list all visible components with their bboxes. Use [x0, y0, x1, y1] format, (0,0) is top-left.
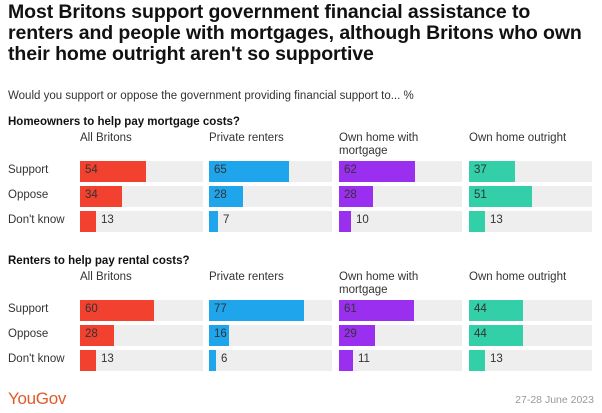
data-label: 6: [221, 353, 228, 365]
data-label: 13: [490, 353, 503, 365]
bar-track: 6: [209, 350, 332, 371]
yougov-logo: YouGov: [8, 389, 67, 408]
column-header: Own home with mortgage: [339, 132, 419, 157]
chart-title: Most Britons support government financia…: [8, 1, 582, 65]
data-label: 13: [101, 353, 114, 365]
bar: [339, 300, 414, 321]
data-label: 44: [474, 303, 487, 315]
row-label: Oppose: [8, 328, 49, 340]
bar: [209, 186, 243, 207]
bar: [209, 325, 229, 346]
bar-track: 44: [469, 300, 592, 321]
bar-track: 28: [80, 325, 203, 346]
bar-track: 44: [469, 325, 592, 346]
bar: [469, 161, 515, 182]
bar: [469, 211, 485, 232]
data-label: 51: [474, 189, 487, 201]
bar-track: 13: [469, 350, 592, 371]
bar: [339, 211, 351, 232]
bar-track: 11: [339, 350, 462, 371]
bar-track: 28: [339, 186, 462, 207]
column-header: Own home with mortgage: [339, 271, 419, 296]
data-label: 11: [358, 353, 370, 365]
data-label: 77: [214, 303, 227, 315]
bar: [80, 350, 96, 371]
column-header: Own home outright: [469, 132, 567, 144]
data-label: 61: [344, 303, 357, 315]
data-label: 37: [474, 164, 487, 176]
bar-track: 37: [469, 161, 592, 182]
bar-track: 77: [209, 300, 332, 321]
data-label: 60: [85, 303, 98, 315]
bar: [209, 300, 304, 321]
bar: [339, 350, 353, 371]
row-label: Don't know: [8, 214, 65, 226]
survey-date: 27-28 June 2023: [515, 394, 594, 406]
bar-track: 34: [80, 186, 203, 207]
chart-subtitle: Would you support or oppose the governme…: [8, 90, 414, 102]
bar: [469, 325, 523, 346]
row-label: Don't know: [8, 353, 65, 365]
bar-track: 51: [469, 186, 592, 207]
bar-track: 54: [80, 161, 203, 182]
data-label: 13: [490, 214, 503, 226]
data-label: 28: [85, 328, 98, 340]
column-header: All Britons: [80, 132, 132, 144]
bar-track: 13: [80, 211, 203, 232]
bar-track: 61: [339, 300, 462, 321]
bar: [469, 350, 485, 371]
data-label: 62: [344, 164, 357, 176]
bar: [469, 186, 532, 207]
bar: [339, 325, 375, 346]
row-label: Support: [8, 164, 49, 176]
bar: [339, 161, 415, 182]
bar: [80, 300, 154, 321]
bar: [339, 186, 373, 207]
bar-track: 10: [339, 211, 462, 232]
bar-track: 7: [209, 211, 332, 232]
row-label: Oppose: [8, 189, 49, 201]
data-label: 10: [356, 214, 369, 226]
column-header: Own home outright: [469, 271, 567, 283]
data-label: 29: [344, 328, 357, 340]
bar-track: 16: [209, 325, 332, 346]
bar: [80, 186, 122, 207]
data-label: 28: [214, 189, 227, 201]
section-title: Renters to help pay rental costs?: [8, 255, 190, 267]
bar-track: 29: [339, 325, 462, 346]
bar: [209, 161, 289, 182]
column-header: Private renters: [209, 132, 284, 144]
data-label: 7: [223, 214, 230, 226]
section-title: Homeowners to help pay mortgage costs?: [8, 116, 240, 128]
data-label: 28: [344, 189, 357, 201]
column-header: All Britons: [80, 271, 132, 283]
data-label: 44: [474, 328, 487, 340]
data-label: 54: [85, 164, 98, 176]
bar-track: 65: [209, 161, 332, 182]
bar: [209, 211, 218, 232]
column-header: Private renters: [209, 271, 284, 283]
data-label: 65: [214, 164, 227, 176]
data-label: 34: [85, 189, 98, 201]
bar: [209, 350, 216, 371]
bar: [80, 161, 146, 182]
bar-track: 60: [80, 300, 203, 321]
data-label: 13: [101, 214, 114, 226]
bar-track: 13: [469, 211, 592, 232]
bar-track: 28: [209, 186, 332, 207]
row-label: Support: [8, 303, 49, 315]
bar-track: 13: [80, 350, 203, 371]
bar-track: 62: [339, 161, 462, 182]
bar: [80, 211, 96, 232]
data-label: 16: [214, 328, 227, 340]
bar: [469, 300, 523, 321]
bar: [80, 325, 114, 346]
